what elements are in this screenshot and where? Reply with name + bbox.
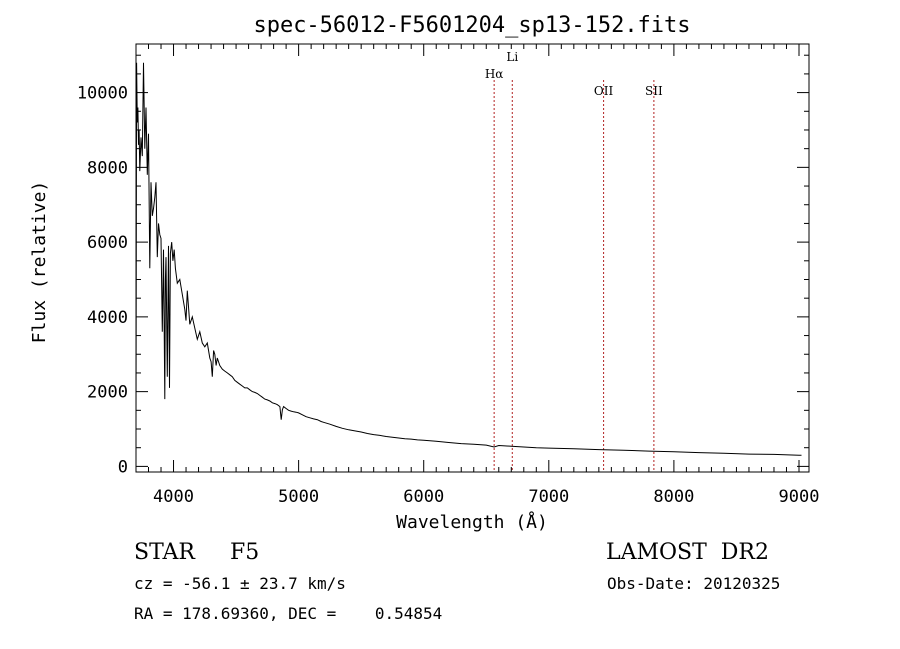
line-marker-label: Li [506,50,518,64]
y-tick-label: 8000 [87,158,128,178]
x-tick-label: 9000 [779,487,820,507]
x-tick-label: 6000 [403,487,444,507]
plot-frame [135,43,810,473]
y-tick-label: 2000 [87,383,128,403]
line-marker-label: SII [645,84,663,98]
x-axis-label: Wavelength (Å) [396,511,548,533]
x-tick-label: 8000 [653,487,694,507]
y-tick-label: 4000 [87,308,128,328]
x-tick-label: 7000 [528,487,569,507]
coordinates: RA = 178.69360, DEC = 0.54854 [134,604,443,623]
y-tick-label: 10000 [77,84,128,104]
y-tick-label: 6000 [87,233,128,253]
axis-ticks: 4000 5000 6000 7000 8000 9000 0 2000 4000 6000 800… [77,44,820,507]
line-marker-label: Hα [485,67,504,81]
y-axis-label: Flux (relative) [29,181,50,344]
survey-name: LAMOST DR2 [606,540,769,565]
object-class: STAR F5 [134,540,260,565]
observation-date: Obs-Date: 20120325 [607,574,781,593]
line-marker-label: OII [594,84,614,98]
y-tick-label: 0 [118,457,128,477]
spectrum-line [135,62,802,456]
redshift-velocity: cz = -56.1 ± 23.7 km/s [134,574,346,593]
x-tick-label: 5000 [278,487,319,507]
chart-title: spec-56012-F5601204_sp13-152.fits [253,13,690,38]
x-tick-label: 4000 [153,487,194,507]
